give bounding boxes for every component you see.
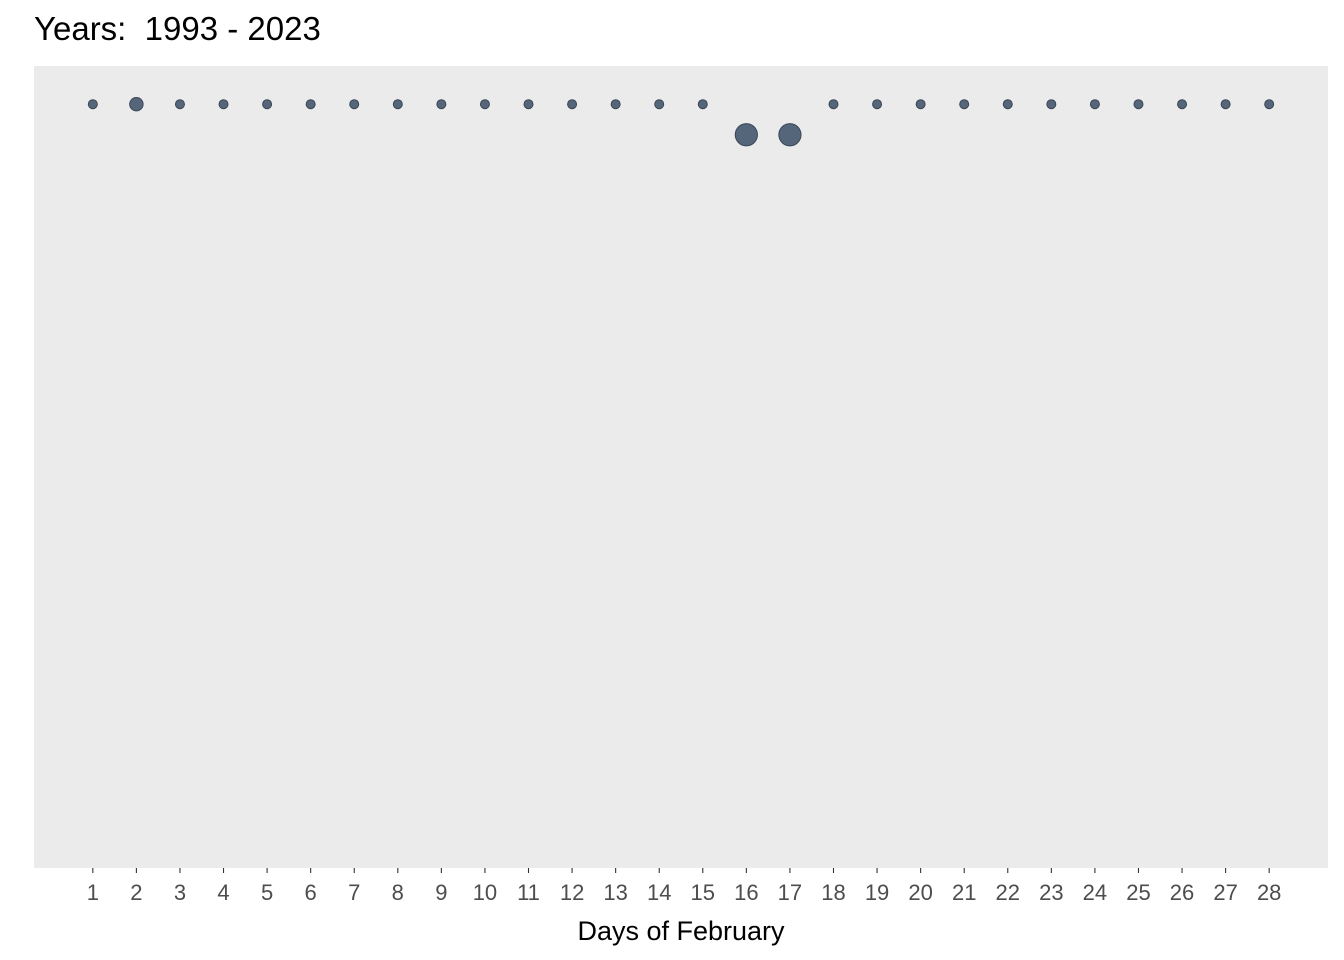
- data-point: [1220, 99, 1231, 110]
- data-point: [697, 99, 708, 110]
- x-tick-label: 20: [908, 880, 932, 905]
- x-tick-label: 12: [560, 880, 584, 905]
- x-tick-label: 23: [1039, 880, 1063, 905]
- data-point: [734, 123, 758, 147]
- data-point: [959, 99, 970, 110]
- x-tick-label: 16: [734, 880, 758, 905]
- data-point: [828, 99, 839, 110]
- x-tick-label: 9: [435, 880, 447, 905]
- data-point: [218, 99, 229, 110]
- x-tick-label: 3: [174, 880, 186, 905]
- x-axis-ticks: 1 2 3 4 5 6 7 8 9 10 11 12 13 14 15 16 17 18 19 20 21 22 23 24 2…: [87, 868, 1281, 905]
- x-tick-label: 13: [603, 880, 627, 905]
- x-tick-label: 5: [261, 880, 273, 905]
- data-point: [392, 99, 403, 110]
- data-point: [1089, 99, 1100, 110]
- data-point: [610, 99, 621, 110]
- data-point: [129, 96, 144, 112]
- data-point: [523, 99, 534, 110]
- plot-panel: [34, 66, 1328, 868]
- data-point: [1002, 99, 1013, 110]
- x-tick-label: 8: [392, 880, 404, 905]
- x-tick-label: 17: [778, 880, 802, 905]
- x-tick-label: 7: [348, 880, 360, 905]
- x-tick-label: 27: [1213, 880, 1237, 905]
- x-tick-label: 22: [996, 880, 1020, 905]
- x-tick-label: 24: [1083, 880, 1107, 905]
- data-point: [567, 99, 578, 110]
- x-axis-title: Days of February: [577, 916, 785, 946]
- x-tick-label: 25: [1126, 880, 1150, 905]
- data-point: [349, 99, 360, 110]
- data-point: [436, 99, 447, 110]
- data-point: [778, 123, 802, 147]
- data-point: [174, 99, 185, 110]
- data-point: [1177, 99, 1188, 110]
- x-tick-label: 11: [517, 880, 540, 905]
- x-tick-label: 15: [691, 880, 715, 905]
- data-point: [654, 99, 665, 110]
- x-tick-label: 2: [130, 880, 142, 905]
- x-tick-label: 19: [865, 880, 889, 905]
- x-tick-label: 28: [1257, 880, 1281, 905]
- data-point: [1264, 99, 1275, 110]
- data-point: [479, 99, 490, 110]
- x-tick-label: 6: [305, 880, 317, 905]
- data-point: [1133, 99, 1144, 110]
- x-tick-label: 14: [647, 880, 671, 905]
- data-point: [915, 99, 926, 110]
- x-tick-label: 21: [952, 880, 976, 905]
- data-point: [305, 99, 316, 110]
- data-point: [872, 99, 883, 110]
- x-tick-label: 4: [217, 880, 229, 905]
- x-tick-label: 18: [821, 880, 845, 905]
- chart-title: Years: 1993 - 2023: [34, 10, 321, 47]
- x-tick-label: 26: [1170, 880, 1194, 905]
- data-point: [87, 99, 98, 110]
- data-points: [87, 96, 1275, 147]
- x-tick-label: 10: [473, 880, 497, 905]
- data-point: [1046, 99, 1057, 110]
- data-point: [262, 99, 273, 110]
- x-tick-label: 1: [87, 880, 99, 905]
